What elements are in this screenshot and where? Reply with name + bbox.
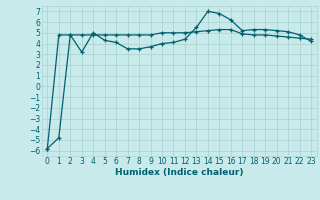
X-axis label: Humidex (Indice chaleur): Humidex (Indice chaleur) [115,168,244,177]
